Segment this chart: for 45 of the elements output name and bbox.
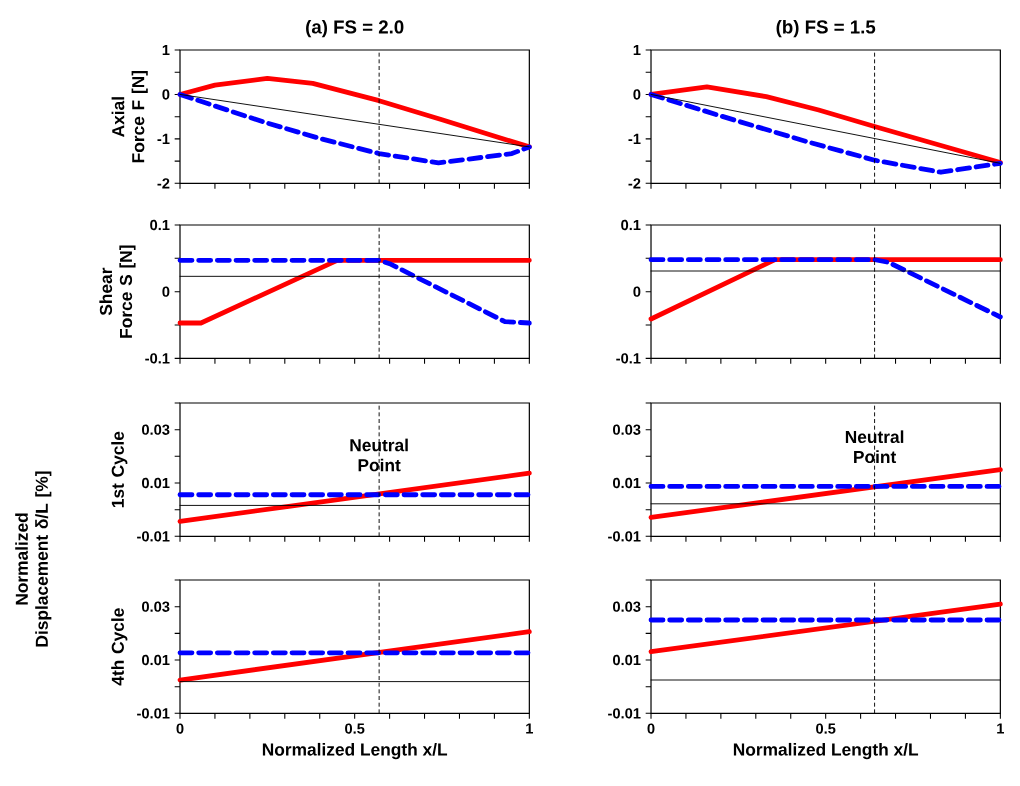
y-tick-label: 0 [162, 89, 170, 100]
y-tick-label: -1 [628, 133, 641, 144]
y-tick-label: -0.01 [137, 531, 170, 542]
x-tick-label: 0.5 [345, 723, 365, 734]
y-tick-label: 1 [162, 44, 170, 56]
x-tick-label: 0.5 [816, 723, 836, 734]
y-tick-label: -0.01 [608, 708, 641, 719]
x-tick-label: 1 [997, 723, 1004, 734]
y-tick-label: 0 [633, 286, 641, 297]
y-tick-label: -1 [157, 133, 170, 144]
annotation: Neutral Point [350, 438, 408, 472]
y-tick-label: 0.03 [142, 424, 170, 435]
line-series [648, 92, 1003, 175]
y-axis-title: 1st Cycle [111, 431, 128, 508]
x-tick-label: 0 [176, 723, 184, 734]
y-tick-label: -2 [157, 178, 170, 189]
y-tick-label: 0.03 [613, 601, 641, 612]
text: Normalized Displacement δ/L [%] [15, 471, 52, 647]
x-tick-label: 1 [526, 723, 533, 734]
y-tick-label: -2 [628, 178, 641, 189]
y-tick-label: 0.01 [613, 477, 641, 489]
y-tick-label: 0.01 [613, 654, 641, 666]
y-axis-title: 4th Cycle [111, 608, 128, 686]
y-tick-label: 0.1 [150, 219, 170, 231]
y-tick-label: 0 [633, 89, 641, 100]
y-tick-label: -0.01 [137, 708, 170, 719]
y-tick-label: -0.1 [145, 353, 170, 364]
y-tick-label: -0.01 [608, 531, 641, 542]
y-axis-title: Axial Force F [N] [111, 70, 148, 163]
annotation: Neutral Point [845, 430, 904, 464]
y-tick-label: 0 [162, 286, 170, 297]
y-tick-label: 0.01 [142, 654, 170, 666]
chart-title: (a) FS = 2.0 [306, 19, 404, 38]
x-tick-label: 0 [647, 723, 655, 734]
y-tick-label: 0.1 [621, 219, 641, 231]
line-series [177, 92, 532, 166]
y-axis-title: Shear Force S [N] [99, 245, 136, 338]
chart-title: (b) FS = 1.5 [776, 19, 876, 38]
x-axis-title: Normalized Length x/L [262, 742, 448, 760]
x-axis-title: Normalized Length x/L [733, 742, 919, 760]
y-tick-label: 0.03 [613, 424, 641, 435]
y-tick-label: 0.01 [142, 477, 170, 489]
y-tick-label: -0.1 [616, 353, 641, 364]
y-tick-label: 0.03 [142, 601, 170, 612]
y-tick-label: 1 [633, 44, 641, 56]
